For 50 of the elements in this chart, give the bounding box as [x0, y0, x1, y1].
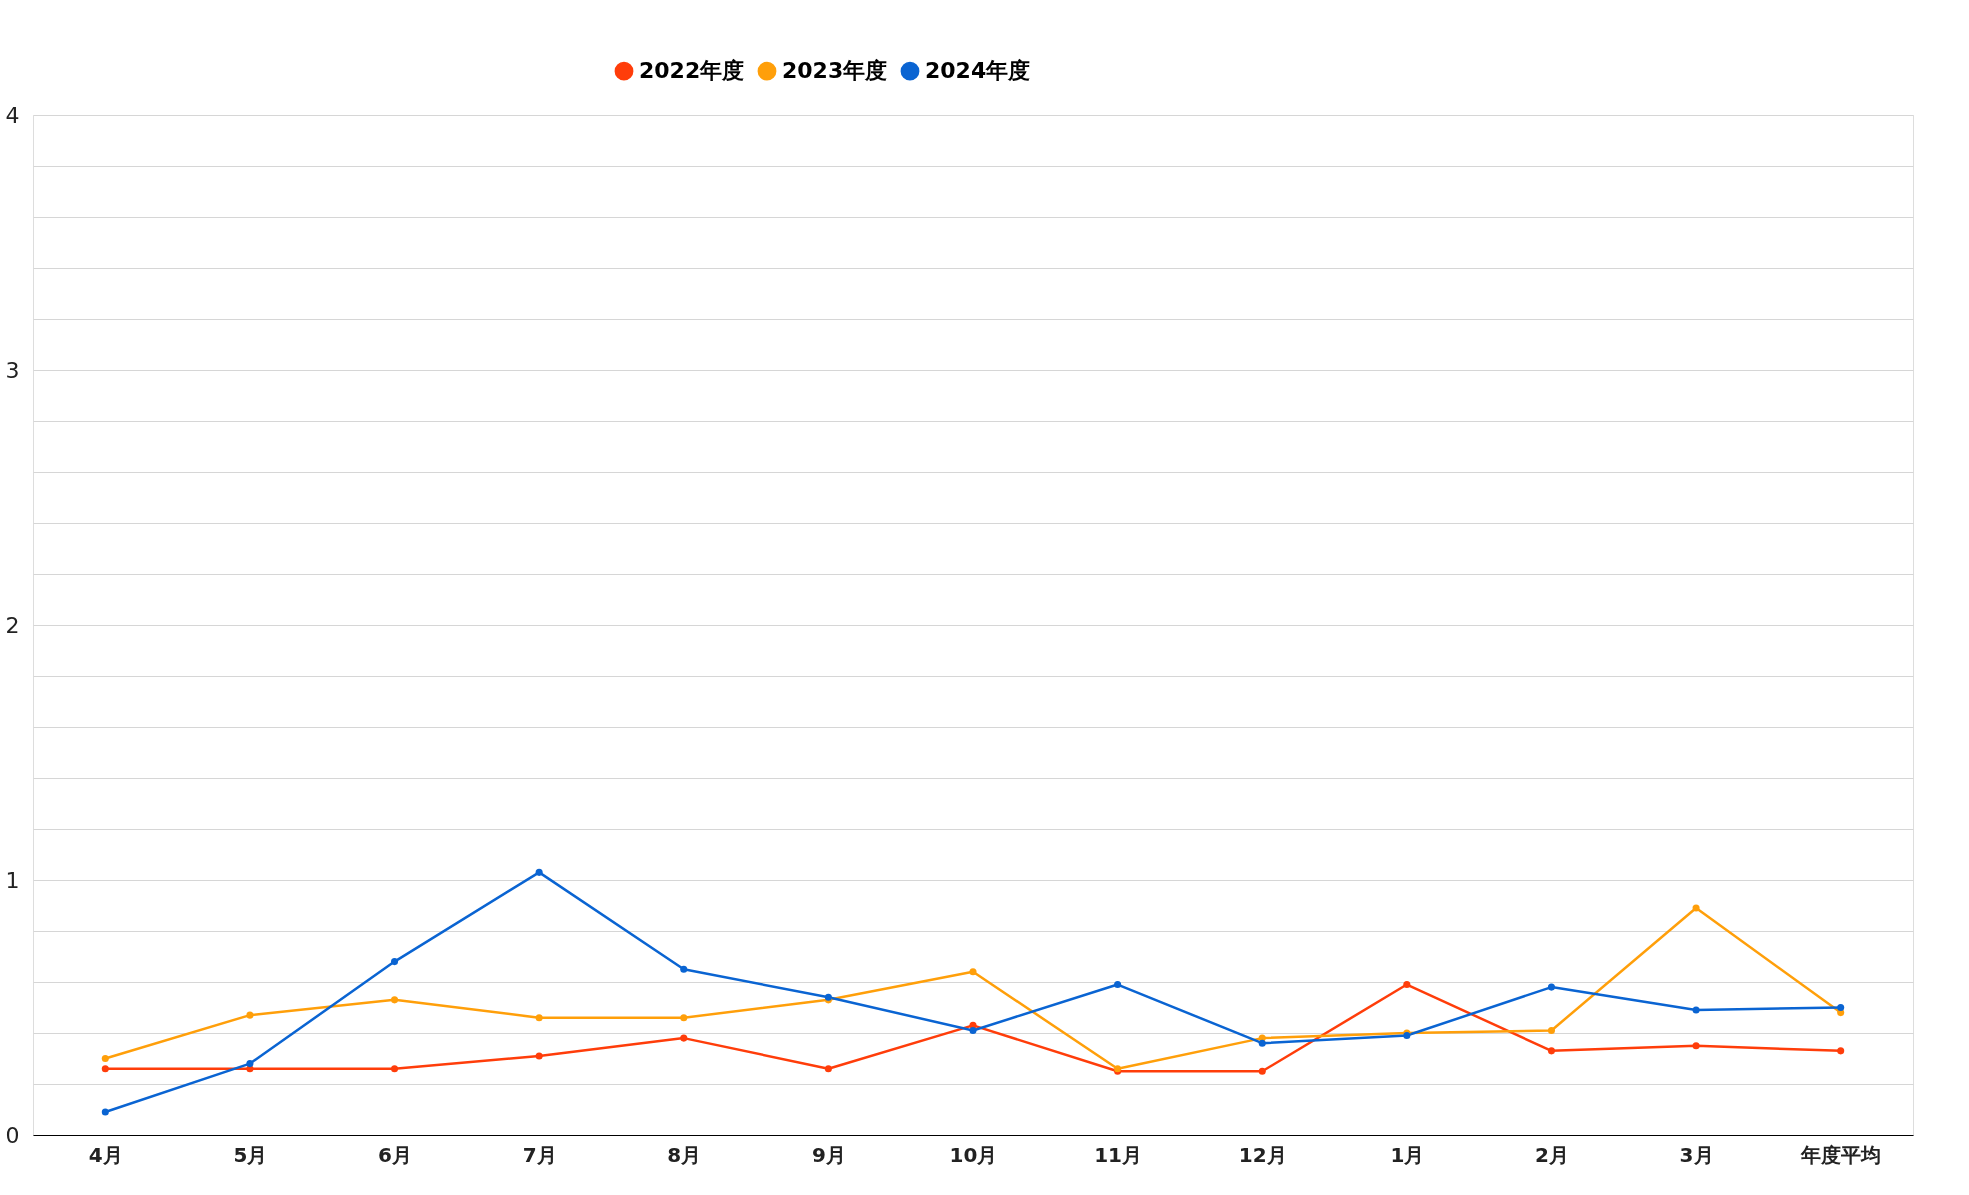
x-tick-label: 8月	[667, 1142, 702, 1167]
x-tick-label: 2月	[1535, 1142, 1569, 1167]
legend-label: 2024年度	[925, 58, 1031, 84]
point	[680, 965, 688, 973]
point	[391, 958, 399, 966]
x-tick-label: 年度平均	[1800, 1142, 1882, 1167]
point	[101, 1065, 109, 1073]
x-tick-label: 11月	[1094, 1142, 1143, 1167]
point	[1837, 1003, 1845, 1012]
point	[1258, 1039, 1266, 1047]
point	[1547, 1047, 1555, 1055]
point	[101, 1108, 109, 1116]
point	[246, 1060, 254, 1068]
point	[1692, 1042, 1700, 1050]
point	[1258, 1067, 1266, 1075]
point	[824, 1065, 832, 1073]
y-tick-label: 2	[5, 612, 20, 638]
y-tick-label: 4	[5, 102, 20, 128]
x-tick-label: 12月	[1238, 1142, 1287, 1167]
point	[680, 1034, 688, 1042]
x-tick-label: 4月	[88, 1142, 123, 1167]
y-tick-label: 1	[5, 867, 20, 893]
point	[1837, 1047, 1845, 1055]
point	[1692, 904, 1700, 912]
x-tick-label: 5月	[233, 1142, 268, 1167]
x-tick-label: 6月	[378, 1142, 412, 1167]
point	[1547, 1026, 1555, 1034]
point	[680, 1014, 688, 1022]
y-tick-label: 0	[5, 1122, 20, 1148]
point	[969, 1026, 977, 1034]
x-tick-label: 10月	[949, 1142, 998, 1167]
point	[535, 1014, 543, 1022]
point	[535, 868, 543, 876]
y-tick-label: 3	[5, 357, 20, 383]
x-tick-label: 9月	[811, 1142, 846, 1167]
legend-label: 2023年度	[782, 58, 888, 84]
point	[1403, 981, 1411, 989]
point	[246, 1011, 254, 1019]
point	[1547, 983, 1555, 991]
point	[1692, 1006, 1700, 1014]
x-tick-label: 1月	[1390, 1142, 1425, 1167]
x-tick-label: 7月	[522, 1142, 557, 1167]
point	[535, 1052, 543, 1060]
legend-label: 2022年度	[639, 58, 745, 84]
point	[101, 1054, 109, 1063]
x-tick-label: 3月	[1679, 1142, 1714, 1167]
point	[1114, 981, 1122, 989]
point	[969, 968, 977, 976]
point	[391, 1065, 399, 1073]
point	[391, 996, 399, 1004]
